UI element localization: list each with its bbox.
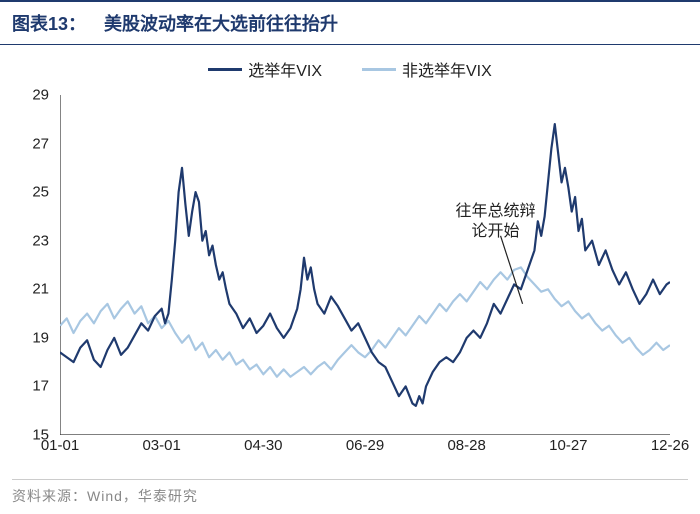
legend-label: 非选举年VIX: [402, 57, 492, 81]
x-tick-label: 04-30: [244, 437, 282, 454]
x-tick-label: 08-28: [447, 437, 485, 454]
x-tick-label: 06-29: [346, 437, 384, 454]
x-tick-label: 12-26: [651, 437, 689, 454]
legend-item-election: 选举年VIX: [208, 57, 322, 81]
legend-item-nonelection: 非选举年VIX: [362, 57, 492, 81]
y-tick-label: 19: [32, 329, 49, 346]
figure-label: 图表13：: [12, 10, 86, 36]
figure-title: 美股波动率在大选前往往抬升: [104, 10, 338, 36]
y-tick-label: 23: [32, 232, 49, 249]
source-text: 资料来源：Wind，华泰研究: [12, 488, 198, 504]
legend-swatch: [208, 68, 242, 71]
chart-container: 选举年VIX 非选举年VIX 1517192123252729 往年总统辩 论开…: [0, 45, 700, 475]
y-tick-label: 17: [32, 378, 49, 395]
x-axis-ticks: 01-0103-0104-3006-2908-2810-2712-26: [60, 437, 670, 461]
y-tick-label: 27: [32, 135, 49, 152]
y-axis-ticks: 1517192123252729: [0, 95, 55, 435]
annotation-line2: 论开始: [472, 223, 520, 240]
annotation-label: 往年总统辩 论开始: [456, 202, 536, 242]
y-tick-label: 29: [32, 87, 49, 104]
figure-header: 图表13： 美股波动率在大选前往往抬升: [0, 0, 700, 45]
source-footer: 资料来源：Wind，华泰研究: [12, 479, 688, 506]
x-tick-label: 10-27: [549, 437, 587, 454]
y-tick-label: 25: [32, 184, 49, 201]
y-tick-label: 21: [32, 281, 49, 298]
legend: 选举年VIX 非选举年VIX: [0, 57, 700, 81]
x-tick-label: 01-01: [41, 437, 79, 454]
legend-label: 选举年VIX: [248, 57, 322, 81]
legend-swatch: [362, 68, 396, 71]
plot-area: 往年总统辩 论开始: [60, 95, 670, 435]
annotation-line1: 往年总统辩: [456, 203, 536, 220]
x-tick-label: 03-01: [142, 437, 180, 454]
chart-svg: [60, 95, 670, 435]
